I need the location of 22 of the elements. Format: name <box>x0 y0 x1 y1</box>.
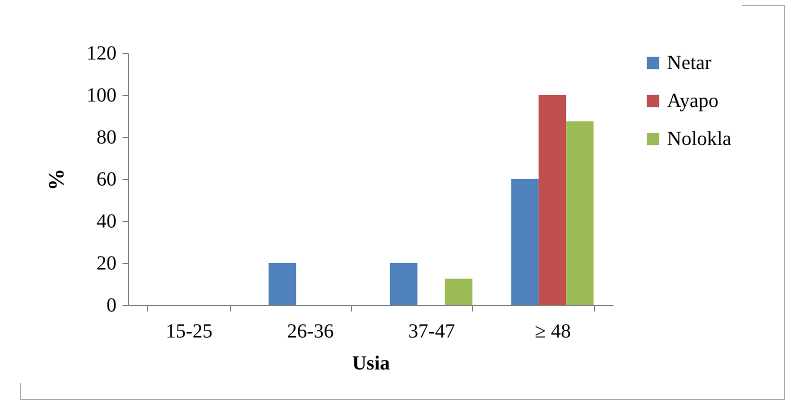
y-tick-label: 60 <box>96 168 116 190</box>
legend-label: Netar <box>667 52 712 74</box>
y-axis-title: % <box>44 168 68 190</box>
bar <box>390 263 418 305</box>
y-tick-label: 120 <box>86 42 116 64</box>
x-tick-label: 26-36 <box>287 320 334 342</box>
y-tick-label: 80 <box>96 126 116 148</box>
legend-label: Ayapo <box>667 90 718 112</box>
bar <box>538 95 566 305</box>
legend-label: Nolokla <box>667 128 732 150</box>
bar <box>444 278 472 305</box>
y-tick-label: 40 <box>96 210 116 232</box>
y-tick-label: 100 <box>86 84 116 106</box>
bar <box>566 121 594 305</box>
x-axis-title: Usia <box>352 352 390 374</box>
x-tick-label: ≥ 48 <box>534 320 571 342</box>
bar <box>511 179 539 305</box>
bar <box>268 263 296 305</box>
y-tick-label: 20 <box>96 252 116 274</box>
y-tick-label: 0 <box>106 294 116 316</box>
x-tick-label: 37-47 <box>408 320 455 342</box>
x-tick-label: 15-25 <box>166 320 212 342</box>
